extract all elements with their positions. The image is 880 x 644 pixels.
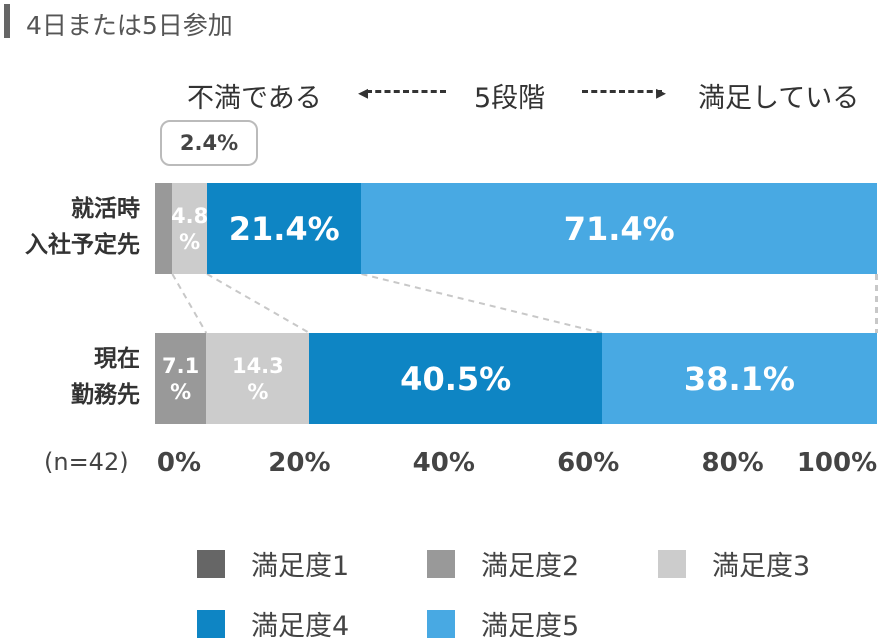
legend-swatch	[197, 549, 225, 578]
data-label: 4.8%	[172, 203, 207, 254]
data-label: 7.1%	[162, 353, 200, 404]
title-accent-bar	[4, 4, 10, 38]
legend-item: 満足度4	[197, 604, 349, 643]
legend-swatch	[658, 549, 686, 578]
row-label-line: 勤務先	[71, 382, 140, 408]
connector-line	[171, 273, 208, 334]
bar-segment-1-4: 21.4%	[206, 183, 362, 274]
bar-segment-1-3: 4.8%	[172, 183, 207, 274]
scale-label-five-levels: 5段階	[474, 83, 546, 114]
row-label-job-hunting: 就活時 入社予定先	[0, 191, 140, 263]
bar-segment-1-5: 71.4%	[361, 183, 877, 274]
data-label: 38.1%	[683, 359, 795, 398]
legend-swatch	[427, 609, 455, 638]
scale-label-satisfied: 満足している	[698, 83, 860, 114]
row-label-current-employer: 現在 勤務先	[0, 341, 140, 413]
bar-current-employer: 7.1% 14.3% 40.5% 38.1%	[155, 333, 877, 424]
callout-label-2-4: 2.4%	[160, 120, 258, 166]
row-label-line: 入社予定先	[25, 232, 140, 258]
data-label: 14.3%	[231, 353, 284, 404]
arrow-right-icon: ▸	[656, 80, 667, 104]
connector-line	[361, 273, 603, 334]
bar-segment-2-5: 38.1%	[601, 333, 877, 424]
data-label: 71.4%	[563, 209, 675, 248]
x-tick-label: 80%	[701, 448, 764, 478]
bar-segment-2-4: 40.5%	[309, 333, 602, 424]
x-tick-label: 40%	[412, 448, 475, 478]
legend-label: 満足度1	[251, 551, 350, 582]
x-tick-label: 60%	[557, 448, 620, 478]
legend-label: 満足度4	[251, 611, 350, 642]
legend-swatch	[197, 609, 225, 638]
bar-segment-2-2: 7.1%	[155, 333, 207, 424]
row-label-line: 現在	[94, 346, 140, 372]
legend-label: 満足度5	[481, 611, 580, 642]
data-label: 40.5%	[400, 359, 512, 398]
bar-segment-1-2	[155, 183, 173, 274]
legend-item: 満足度3	[658, 544, 810, 583]
bar-segment-2-3: 14.3%	[206, 333, 310, 424]
legend-item: 満足度1	[197, 544, 349, 583]
x-tick-label: 20%	[268, 448, 331, 478]
connector-line	[206, 273, 311, 334]
scale-arrow-left	[366, 90, 446, 93]
arrow-left-icon: ◂	[358, 80, 369, 104]
legend-label: 満足度2	[481, 551, 580, 582]
x-tick-label: 100%	[796, 448, 878, 478]
x-tick-label: 0%	[156, 448, 202, 478]
legend-label: 満足度3	[712, 551, 811, 582]
legend-item: 満足度2	[427, 544, 579, 583]
legend-swatch	[427, 549, 455, 578]
scale-arrow-right	[582, 90, 662, 93]
sample-size-label: (n=42)	[44, 448, 129, 476]
chart-title: 4日または5日参加	[26, 11, 233, 40]
bar-job-hunting: 4.8% 21.4% 71.4%	[155, 183, 877, 274]
data-label: 21.4%	[228, 209, 340, 248]
legend-item: 満足度5	[427, 604, 579, 643]
scale-label-dissatisfied: 不満である	[187, 83, 322, 114]
row-label-line: 就活時	[71, 196, 140, 222]
